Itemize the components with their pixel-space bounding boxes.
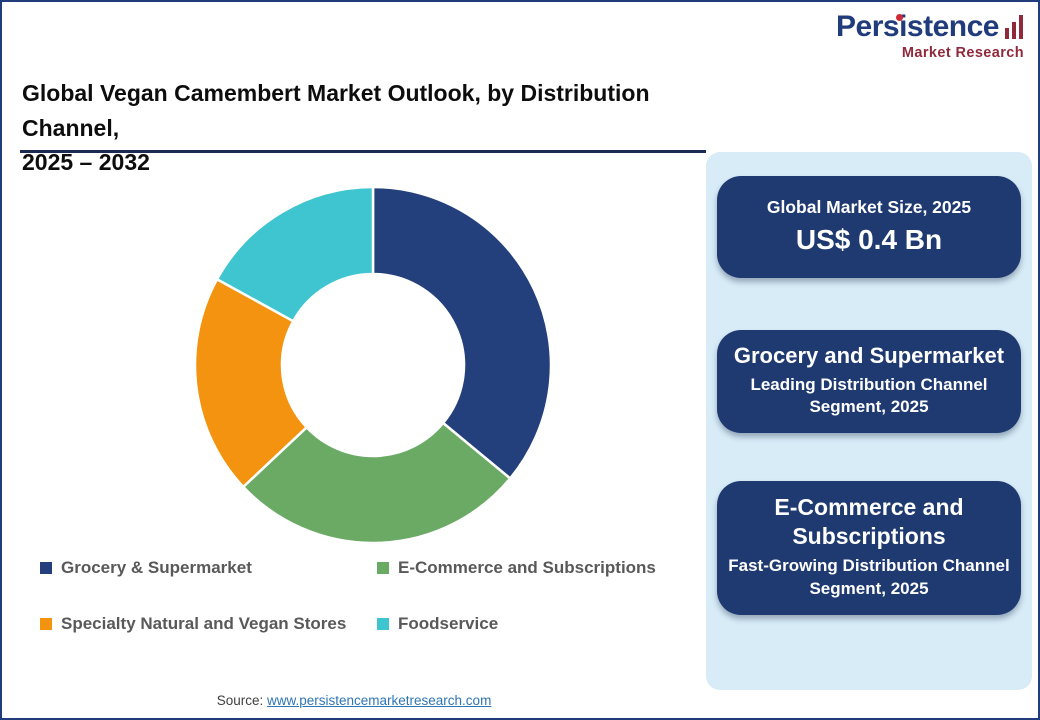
fast-growing-segment-subtitle: Fast-Growing Distribution Channel Segmen… bbox=[728, 555, 1010, 598]
page-title-line1: Global Vegan Camembert Market Outlook, b… bbox=[22, 80, 650, 141]
legend-label: Specialty Natural and Vegan Stores bbox=[61, 614, 347, 633]
donut-segment-3 bbox=[193, 277, 309, 489]
source-line: Source: www.persistencemarketresearch.co… bbox=[2, 693, 706, 708]
legend-label: Foodservice bbox=[398, 614, 499, 633]
market-size-value: US$ 0.4 Bn bbox=[795, 224, 943, 255]
legend-item-foodservice: Foodservice bbox=[377, 614, 695, 634]
page-title: Global Vegan Camembert Market Outlook, b… bbox=[22, 76, 722, 180]
legend-label: Grocery & Supermarket bbox=[61, 558, 252, 577]
leading-segment-card: Grocery and Supermarket Leading Distribu… bbox=[717, 330, 1021, 434]
legend-label: E-Commerce and Subscriptions bbox=[398, 558, 656, 577]
donut-segment-2 bbox=[241, 421, 512, 545]
page-title-line2: 2025 – 2032 bbox=[22, 149, 150, 175]
logo: Persistence Market Research bbox=[836, 12, 1024, 62]
donut-segment-4 bbox=[215, 185, 375, 323]
logo-chart-icon bbox=[1005, 15, 1023, 39]
logo-wordmark: Persistence bbox=[836, 12, 999, 42]
fast-growing-segment-title: E-Commerce and Subscriptions bbox=[774, 494, 964, 550]
fast-growing-segment-card: E-Commerce and Subscriptions Fast-Growin… bbox=[717, 481, 1021, 615]
legend-swatch-ecommerce bbox=[377, 562, 389, 574]
leading-segment-subtitle: Leading Distribution Channel Segment, 20… bbox=[750, 374, 988, 417]
donut-segment-1 bbox=[371, 185, 553, 481]
logo-name-text: Persistence bbox=[836, 10, 999, 43]
donut-chart bbox=[193, 185, 553, 545]
logo-red-dot-icon bbox=[896, 14, 904, 21]
legend-swatch-foodservice bbox=[377, 618, 389, 630]
title-divider bbox=[20, 150, 706, 153]
legend-item-specialty: Specialty Natural and Vegan Stores bbox=[40, 614, 377, 634]
market-size-card: Global Market Size, 2025 US$ 0.4 Bn bbox=[717, 176, 1021, 278]
legend-item-ecommerce: E-Commerce and Subscriptions bbox=[377, 558, 695, 578]
logo-tagline: Market Research bbox=[901, 45, 1024, 61]
highlights-panel: Global Market Size, 2025 US$ 0.4 Bn Groc… bbox=[706, 152, 1032, 690]
source-link[interactable]: www.persistencemarketresearch.com bbox=[266, 693, 492, 708]
legend-item-grocery: Grocery & Supermarket bbox=[40, 558, 377, 578]
leading-segment-title: Grocery and Supermarket bbox=[733, 343, 1005, 368]
legend-swatch-specialty bbox=[40, 618, 52, 630]
legend-swatch-grocery bbox=[40, 562, 52, 574]
chart-legend: Grocery & Supermarket E-Commerce and Sub… bbox=[40, 558, 695, 634]
source-label: Source: bbox=[216, 693, 264, 708]
market-size-title: Global Market Size, 2025 bbox=[766, 197, 972, 217]
